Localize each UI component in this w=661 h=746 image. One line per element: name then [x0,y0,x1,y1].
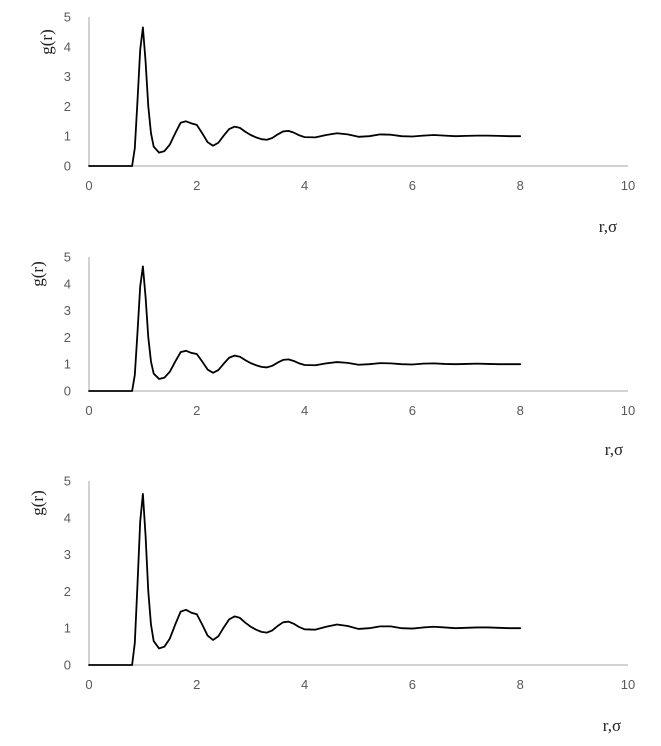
x-tick-label: 2 [193,178,200,193]
x-tick-label: 6 [409,403,416,418]
y-tick-label: 1 [64,357,71,372]
x-tick-label: 8 [517,403,524,418]
rdf-chart-3: 0 1 2 3 4 5 0 2 4 6 8 10 r,σ g(r) [28,474,635,736]
y-tick-label: 5 [64,10,71,25]
x-tick-label: 10 [621,403,635,418]
x-tick-label: 2 [193,403,200,418]
x-tick-label: 6 [409,178,416,193]
y-tick-label: 3 [64,547,71,562]
y-axis-title: g(r) [28,490,47,515]
y-tick-label: 4 [64,276,71,291]
x-tick-label: 8 [517,178,524,193]
y-tick-label: 3 [64,69,71,84]
x-axis-title: r,σ [605,440,623,459]
rdf-chart-2: 0 1 2 3 4 5 0 2 4 6 8 10 r,σ g(r) [28,250,635,460]
x-tick-label: 10 [621,178,635,193]
x-tick-label: 4 [301,677,308,692]
y-tick-label: 2 [64,99,71,114]
rdf-chart-1: 0 1 2 3 4 5 0 2 4 6 8 10 r,σ g(r) [37,10,635,237]
y-tick-label: 0 [64,384,71,399]
rdf-series-line [88,265,522,392]
y-tick-label: 5 [64,474,71,489]
x-tick-label: 10 [621,677,635,692]
y-tick-label: 2 [64,584,71,599]
x-axis-title: r,σ [599,217,617,236]
y-axis-title: g(r) [37,29,56,54]
y-tick-label: 0 [64,658,71,673]
y-tick-label: 1 [64,129,71,144]
x-tick-label: 4 [301,178,308,193]
x-tick-label: 0 [85,403,92,418]
x-axis-title: r,σ [603,716,621,735]
x-tick-label: 2 [193,677,200,692]
rdf-series-line [88,492,522,666]
x-tick-label: 0 [85,178,92,193]
x-tick-label: 4 [301,403,308,418]
x-tick-label: 8 [517,677,524,692]
y-tick-label: 1 [64,621,71,636]
x-tick-label: 6 [409,677,416,692]
y-tick-label: 3 [64,303,71,318]
y-tick-label: 0 [64,159,71,174]
x-tick-label: 0 [85,677,92,692]
y-tick-label: 4 [64,39,71,54]
y-tick-label: 5 [64,250,71,265]
y-tick-label: 2 [64,330,71,345]
rdf-series-line [88,26,522,167]
y-tick-label: 4 [64,510,71,525]
y-axis-title: g(r) [28,261,47,286]
